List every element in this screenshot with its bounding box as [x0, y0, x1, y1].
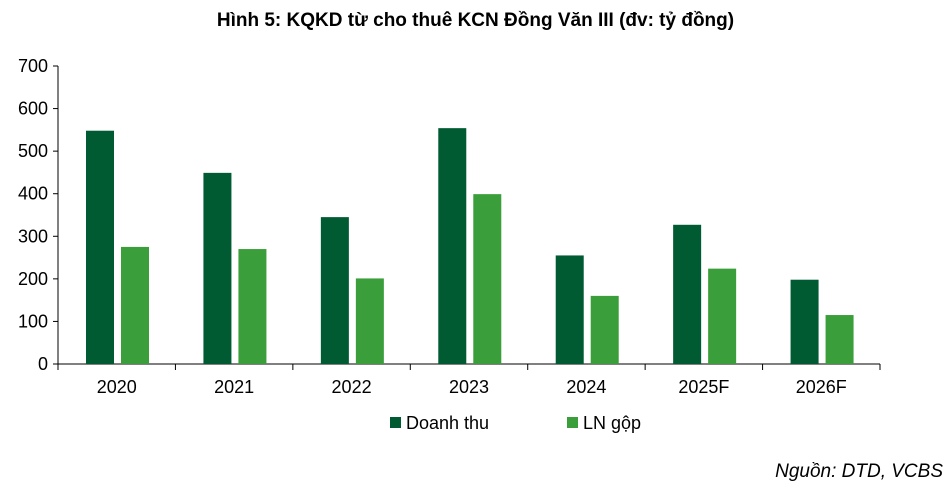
bar-ln-gop — [825, 315, 854, 364]
bar-doanh-thu — [555, 255, 584, 364]
bar-ln-gop — [238, 249, 267, 364]
y-tick-label: 700 — [18, 56, 48, 76]
bar-ln-gop — [355, 278, 384, 364]
x-tick-label: 2021 — [214, 377, 254, 397]
y-tick-label: 500 — [18, 141, 48, 161]
chart-title: Hình 5: KQKD từ cho thuê KCN Đồng Văn II… — [216, 10, 735, 31]
legend: Doanh thu LN gộp — [390, 413, 641, 433]
x-tick-label: 2023 — [449, 377, 489, 397]
x-tick-label: 2022 — [332, 377, 372, 397]
x-tick-label: 2024 — [566, 377, 606, 397]
legend-swatch — [567, 417, 578, 428]
bar-doanh-thu — [203, 172, 232, 364]
legend-label: Doanh thu — [406, 413, 489, 433]
y-tick-label: 200 — [18, 269, 48, 289]
bar-doanh-thu — [790, 279, 819, 364]
legend-label: LN gộp — [583, 413, 641, 433]
x-tick-label: 2025F — [678, 377, 729, 397]
bar-ln-gop — [590, 295, 619, 364]
bar-ln-gop — [708, 268, 737, 364]
bar-doanh-thu — [673, 224, 702, 364]
x-axis: 2020 2021 2022 2023 2024 2025F 2026F — [57, 363, 881, 397]
bars — [86, 128, 854, 364]
y-tick-label: 100 — [18, 311, 48, 331]
bar-doanh-thu — [320, 217, 349, 364]
y-tick-label: 0 — [38, 354, 48, 374]
x-tick-label: 2026F — [796, 377, 847, 397]
y-tick-label: 600 — [18, 99, 48, 119]
y-tick-label: 300 — [18, 226, 48, 246]
x-tick-label: 2020 — [97, 377, 137, 397]
source-note: Nguồn: DTD, VCBS — [775, 461, 943, 482]
bar-ln-gop — [473, 194, 502, 364]
bar-doanh-thu — [86, 130, 114, 364]
y-axis: 0 100 200 300 400 500 600 700 — [18, 56, 59, 374]
bar-doanh-thu — [438, 128, 467, 364]
y-tick-label: 400 — [18, 184, 48, 204]
bar-ln-gop — [121, 246, 149, 364]
legend-swatch — [390, 417, 401, 428]
